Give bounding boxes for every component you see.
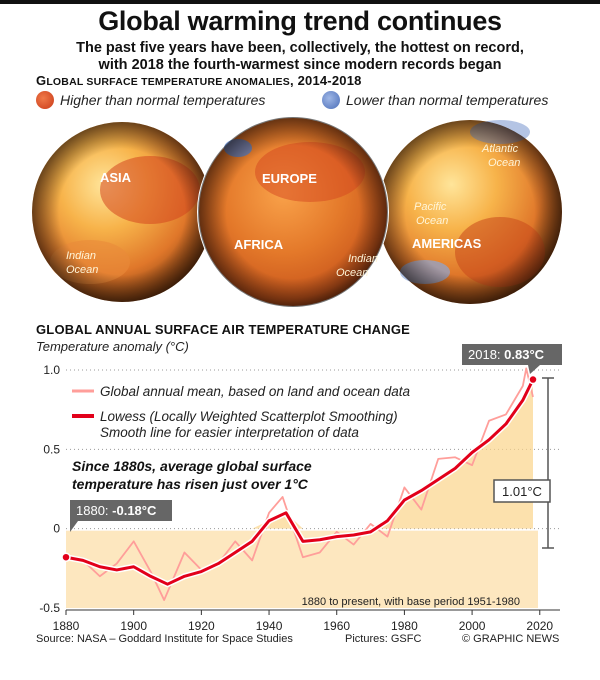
legend-cool-label: Lower than normal temperatures — [346, 92, 549, 108]
x-tick-label: 2020 — [526, 619, 553, 633]
y-tick-label: 0 — [53, 522, 60, 536]
trend-area — [66, 379, 533, 529]
globes-heading-rest: LOBAL SURFACE TEMPERATURE ANOMALIES — [46, 76, 290, 88]
x-tick-label: 1960 — [323, 619, 350, 633]
legend-cool: Lower than normal temperatures — [322, 91, 548, 109]
subtitle-line-1: The past five years have been, collectiv… — [76, 40, 524, 56]
warm-dot-icon — [36, 91, 54, 109]
label-atlantic-2: Ocean — [488, 157, 520, 169]
range-bracket: 1.01°C — [493, 377, 554, 549]
callout-1880: 1880: -0.18°C — [70, 500, 172, 532]
label-africa: AFRICA — [234, 237, 284, 252]
x-tick-label: 1920 — [188, 619, 215, 633]
label-europe: EUROPE — [262, 171, 317, 186]
top-rule — [0, 0, 600, 4]
y-tick-label: 0.5 — [43, 442, 60, 456]
label-indian-ocean-left-2: Ocean — [66, 264, 98, 276]
callout-2018-box — [462, 344, 562, 365]
base-period-note: 1880 to present, with base period 1951-1… — [302, 596, 520, 608]
globe-americas: Atlantic Ocean Pacific Ocean AMERICAS — [378, 120, 562, 304]
x-tick-label: 1980 — [391, 619, 418, 633]
chart-heading: GLOBAL ANNUAL SURFACE AIR TEMPERATURE CH… — [36, 322, 411, 337]
range-label: 1.01°C — [502, 484, 542, 499]
x-tick-label: 1940 — [256, 619, 283, 633]
graphic-news-credit: © GRAPHIC NEWS — [462, 633, 560, 645]
y-tick-label: 1.0 — [43, 363, 60, 377]
legend-warm: Higher than normal temperatures — [36, 91, 265, 109]
label-indian-ocean-left-1: Indian — [66, 250, 96, 262]
note-line-1: Since 1880s, average global surface — [72, 458, 312, 474]
globes-heading-years: , 2014-2018 — [289, 73, 362, 88]
y-tick-label: -0.5 — [39, 601, 60, 615]
y-axis-title: Temperature anomaly (°C) — [36, 339, 189, 354]
series-annual-mean — [65, 367, 534, 601]
source-credit: Source: NASA – Goddard Institute for Spa… — [36, 633, 293, 645]
subtitle-line-2: with 2018 the fourth-warmest since moder… — [98, 57, 502, 73]
pictures-credit: Pictures: GSFC — [345, 633, 422, 645]
label-americas: AMERICAS — [412, 236, 482, 251]
subtitle: The past five years have been, collectiv… — [0, 40, 600, 74]
globe-europe-africa: EUROPE AFRICA Indian Ocean — [197, 116, 389, 308]
marker-2018 — [528, 374, 538, 385]
label-indian-ocean-center-1: Indian — [348, 253, 378, 265]
legend-warm-label: Higher than normal temperatures — [60, 92, 266, 108]
x-tick-label: 1900 — [120, 619, 147, 633]
callout-1880-box — [70, 500, 172, 521]
series-lowess — [65, 378, 535, 586]
callout-1880-text: 1880: -0.18°C — [76, 503, 157, 518]
x-tick-label: 1880 — [53, 619, 80, 633]
legend-raw-label: Global annual mean, based on land and oc… — [100, 384, 410, 399]
callout-2018-text: 2018: 0.83°C — [468, 347, 545, 362]
label-asia: ASIA — [100, 170, 132, 185]
cool-dot-icon — [322, 91, 340, 109]
chart-legend: Global annual mean, based on land and oc… — [72, 384, 410, 440]
globes-heading: GLOBAL SURFACE TEMPERATURE ANOMALIES, 20… — [36, 73, 362, 88]
callout-2018: 2018: 0.83°C — [462, 344, 562, 374]
marker-1880 — [61, 552, 71, 562]
label-indian-ocean-center-2: Ocean — [336, 267, 368, 279]
note-line-2: temperature has risen just over 1°C — [72, 476, 309, 492]
x-tick-label: 2000 — [459, 619, 486, 633]
page-title: Global warming trend continues — [98, 6, 502, 36]
label-pacific-1: Pacific — [414, 201, 447, 213]
range-label-box — [493, 479, 551, 503]
x-axis: 1880 1900 1920 1940 1960 1980 2000 2020 — [53, 610, 553, 633]
legend-smooth-sublabel: Smooth line for easier interpretation of… — [100, 425, 359, 440]
legend-smooth-label: Lowess (Locally Weighted Scatterplot Smo… — [100, 409, 398, 424]
series — [61, 367, 538, 601]
globe-asia: ASIA Indian Ocean — [32, 122, 212, 302]
label-pacific-2: Ocean — [416, 215, 448, 227]
globes-illustration: ASIA Indian Ocean Atlantic Ocean Pacific… — [32, 116, 562, 308]
y-axis: 1.0 0.5 0 -0.5 — [39, 363, 60, 615]
label-atlantic-1: Atlantic — [481, 143, 519, 155]
globes-heading-first: G — [36, 73, 47, 88]
